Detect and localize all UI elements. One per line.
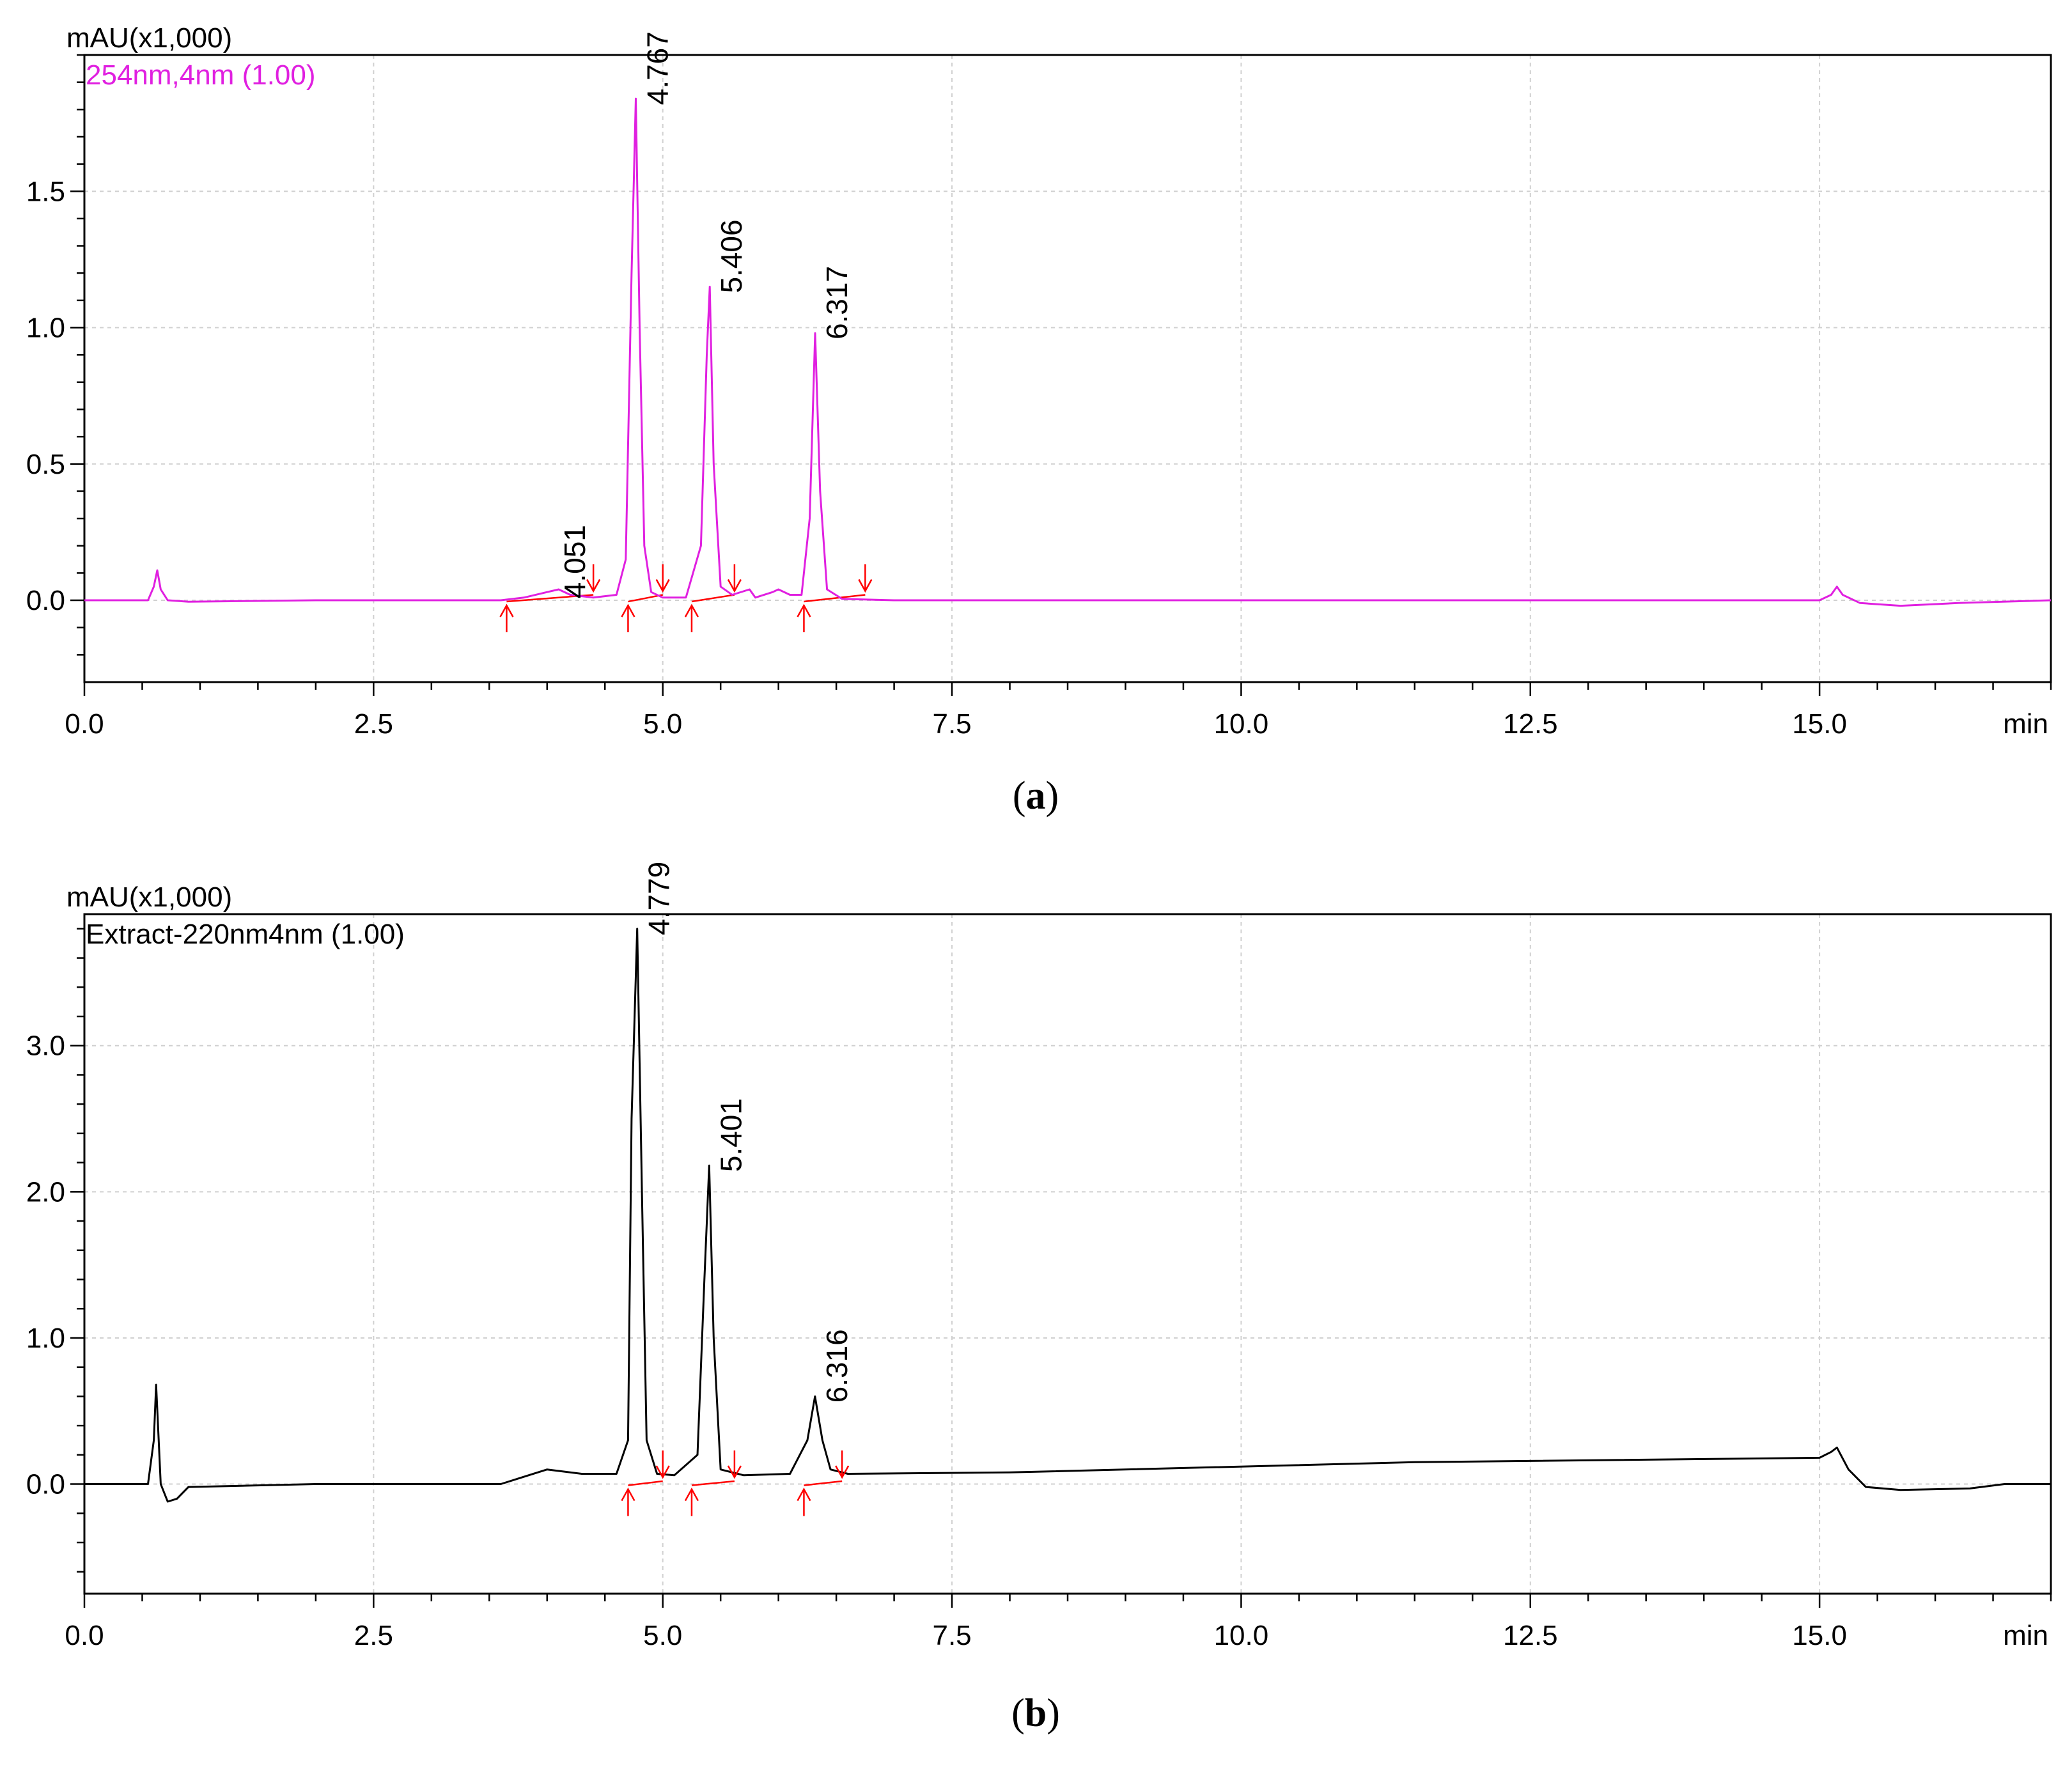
y-tick-label: 0.0	[26, 585, 65, 616]
peak-retention-label: 4.767	[641, 31, 674, 105]
peak-retention-label: 6.316	[820, 1329, 853, 1403]
x-tick-label: 10.0	[1214, 1620, 1269, 1651]
y-tick-label: 1.0	[26, 313, 65, 344]
chart-panel-b: 0.0 2.5 5.0 7.5 10.0 12.5 15.0 0.0 1.0 2.0 3.0 mAU(…	[26, 862, 2052, 1735]
x-tick-label: 12.5	[1503, 1620, 1558, 1651]
x-tick-label: 2.5	[354, 708, 393, 740]
x-unit-label: min	[2003, 708, 2048, 740]
plot-frame	[83, 913, 2052, 1595]
peak-start-marker	[797, 1487, 811, 1516]
integration-baseline	[691, 1480, 735, 1486]
peak-start-marker	[621, 1487, 635, 1516]
peak-end-marker	[727, 1450, 742, 1479]
chromatogram-trace	[84, 928, 2051, 1503]
peak-retention-label: 5.406	[715, 219, 748, 293]
x-tick-label: 5.0	[643, 1620, 682, 1651]
x-tick-label: 0.0	[65, 1620, 104, 1651]
x-tick-label: 15.0	[1792, 708, 1847, 740]
chromatogram-trace	[84, 97, 2052, 607]
x-tick-label: 5.0	[643, 708, 682, 740]
peak-end-marker	[655, 564, 670, 593]
x-tick-label: 7.5	[932, 708, 971, 740]
x-tick-label: 12.5	[1503, 708, 1558, 740]
peak-start-marker	[499, 603, 514, 633]
peak-end-marker	[727, 564, 742, 593]
x-tick-label: 15.0	[1792, 1620, 1847, 1651]
y-tick-label: 1.0	[26, 1323, 65, 1354]
x-tick-label: 0.0	[65, 708, 104, 740]
x-tick-label: 7.5	[932, 1620, 971, 1651]
peak-start-marker	[621, 603, 635, 633]
y-unit-label: mAU(x1,000)	[66, 22, 232, 54]
y-unit-label: mAU(x1,000)	[66, 882, 232, 913]
peak-end-marker	[858, 564, 873, 593]
peak-start-marker	[684, 1487, 699, 1516]
y-tick-label: 0.0	[26, 1469, 65, 1500]
peak-start-marker	[684, 603, 699, 633]
integration-baseline	[628, 1480, 663, 1486]
peak-end-marker	[835, 1450, 850, 1479]
integration-baseline	[804, 1480, 843, 1486]
x-tick-label: 10.0	[1214, 708, 1269, 740]
integration-baseline	[691, 594, 735, 603]
x-tick-label: 2.5	[354, 1620, 393, 1651]
peak-end-marker	[586, 564, 601, 593]
peak-end-marker	[655, 1450, 670, 1479]
panel-caption: (b)	[1011, 1691, 1060, 1735]
series-legend-label: Extract-220nm4nm (1.00)	[86, 919, 405, 950]
x-unit-label: min	[2003, 1620, 2048, 1651]
peak-retention-label: 4.779	[643, 862, 676, 935]
series-legend-label: 254nm,4nm (1.00)	[86, 59, 316, 91]
peak-retention-label: 6.317	[820, 266, 853, 339]
y-tick-label: 0.5	[26, 449, 65, 480]
peak-start-marker	[797, 603, 811, 633]
chart-panel-a: 0.0 2.5 5.0 7.5 10.0 12.5 15.0 0.0 0.5 1.0 1.5 mAU(…	[26, 22, 2052, 818]
y-tick-label: 1.5	[26, 176, 65, 207]
peak-retention-label: 5.401	[714, 1098, 747, 1172]
y-tick-label: 3.0	[26, 1030, 65, 1062]
panel-caption: (a)	[1013, 774, 1059, 818]
y-tick-label: 2.0	[26, 1176, 65, 1208]
plot-frame	[83, 54, 2052, 683]
integration-baseline	[628, 594, 663, 603]
peak-retention-label: 4.051	[558, 525, 591, 598]
integration-baseline	[804, 594, 866, 603]
